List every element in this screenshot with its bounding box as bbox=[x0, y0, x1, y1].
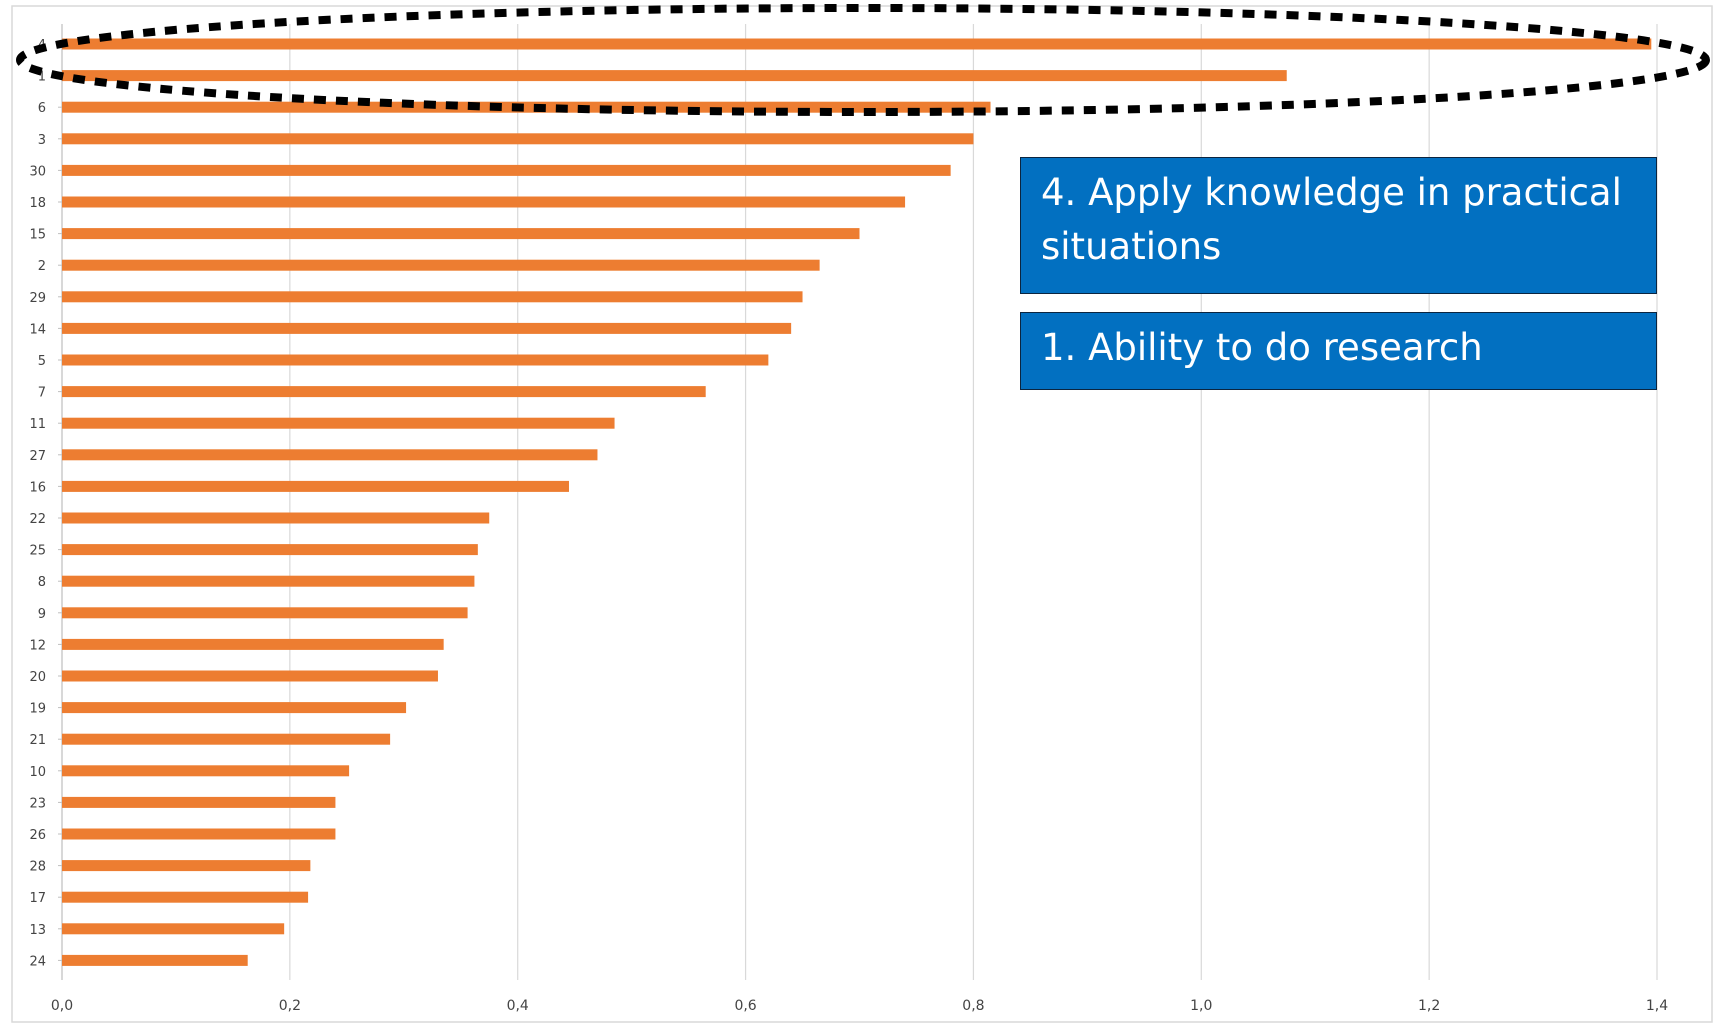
category-label: 22 bbox=[29, 512, 46, 527]
x-tick-label: 0,0 bbox=[51, 998, 73, 1014]
category-label: 11 bbox=[29, 417, 46, 432]
category-label: 2 bbox=[38, 259, 46, 274]
bar bbox=[62, 954, 248, 966]
highlight-ellipse bbox=[16, 4, 1710, 116]
category-label: 16 bbox=[29, 480, 46, 495]
x-tick-label: 1,0 bbox=[1190, 998, 1212, 1014]
bar bbox=[62, 544, 478, 556]
bars bbox=[62, 38, 1652, 966]
bar bbox=[62, 607, 468, 619]
category-label: 1 bbox=[38, 70, 46, 85]
callout-apply-knowledge: 4. Apply knowledge in practical situatio… bbox=[1020, 157, 1657, 294]
bar bbox=[62, 228, 860, 240]
bar bbox=[62, 386, 706, 398]
category-label: 23 bbox=[29, 796, 46, 811]
x-tick-label: 0,8 bbox=[962, 998, 984, 1014]
bar bbox=[62, 512, 490, 524]
category-label: 6 bbox=[38, 101, 46, 116]
category-label: 8 bbox=[38, 575, 46, 590]
category-label: 28 bbox=[29, 860, 46, 875]
bar bbox=[62, 702, 407, 714]
category-label: 12 bbox=[29, 638, 46, 653]
category-label: 24 bbox=[29, 954, 46, 969]
bar bbox=[62, 923, 285, 935]
category-label: 25 bbox=[29, 544, 46, 559]
bar bbox=[62, 733, 391, 745]
x-tick-label: 1,4 bbox=[1646, 998, 1668, 1014]
callout-ability-research: 1. Ability to do research bbox=[1020, 312, 1657, 390]
category-label: 13 bbox=[29, 923, 46, 938]
bar bbox=[62, 638, 444, 650]
bar bbox=[62, 670, 438, 682]
bar bbox=[62, 259, 820, 271]
bar bbox=[62, 828, 336, 840]
category-label: 27 bbox=[29, 449, 46, 464]
bar bbox=[62, 133, 974, 145]
category-label: 29 bbox=[29, 291, 46, 306]
bar bbox=[62, 291, 803, 303]
category-label: 17 bbox=[29, 891, 46, 906]
bar bbox=[62, 196, 906, 208]
bar bbox=[62, 354, 769, 366]
bar bbox=[62, 101, 991, 113]
x-tick-label: 0,4 bbox=[507, 998, 529, 1014]
grid-lines bbox=[58, 24, 1658, 980]
plot-border bbox=[11, 5, 1713, 1023]
category-label: 10 bbox=[29, 765, 46, 780]
bar bbox=[62, 480, 569, 492]
bar bbox=[62, 449, 598, 461]
category-label: 7 bbox=[38, 386, 46, 401]
category-label: 18 bbox=[29, 196, 46, 211]
category-label: 9 bbox=[38, 607, 46, 622]
category-label: 30 bbox=[29, 164, 46, 179]
category-labels: 4163301815229145711271622258912201921102… bbox=[29, 38, 46, 969]
bar bbox=[62, 417, 615, 429]
bar bbox=[62, 38, 1652, 50]
bar bbox=[62, 70, 1287, 82]
x-tick-label: 0,2 bbox=[279, 998, 301, 1014]
bar bbox=[62, 322, 792, 334]
category-label: 21 bbox=[29, 733, 46, 748]
category-label: 26 bbox=[29, 828, 46, 843]
category-label: 14 bbox=[29, 322, 46, 337]
category-label: 5 bbox=[38, 354, 46, 369]
bar bbox=[62, 575, 475, 587]
category-label: 15 bbox=[29, 228, 46, 243]
category-label: 3 bbox=[38, 133, 46, 148]
bar bbox=[62, 164, 951, 176]
category-label: 20 bbox=[29, 670, 46, 685]
category-label: 19 bbox=[29, 702, 46, 717]
bar bbox=[62, 860, 311, 872]
x-tick-label: 0,6 bbox=[734, 998, 756, 1014]
bar bbox=[62, 765, 350, 777]
x-tick-labels: 0,0 0,2 0,4 0,6 0,8 1,0 1,2 1,4 bbox=[51, 998, 1668, 1014]
bar bbox=[62, 796, 336, 808]
bar bbox=[62, 891, 309, 903]
x-tick-label: 1,2 bbox=[1418, 998, 1440, 1014]
